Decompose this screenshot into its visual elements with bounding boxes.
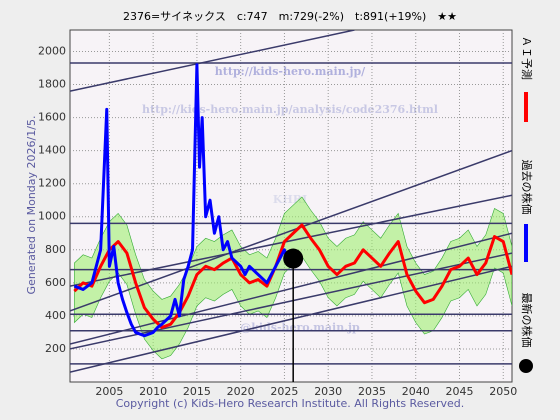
y-tick-label: 1000 xyxy=(38,210,66,223)
watermark: http://kids-hero.main.jp/analysis/code23… xyxy=(142,103,438,116)
trend-line xyxy=(70,232,512,345)
y-tick-label: 400 xyxy=(45,309,66,322)
series-line xyxy=(73,63,291,338)
trend-line xyxy=(70,252,512,350)
legend-label: ＡＩ予測 xyxy=(520,36,534,80)
trend-line xyxy=(70,30,355,92)
prediction-band xyxy=(74,196,512,360)
y-tick-label: 600 xyxy=(45,276,66,289)
legend-label: 過去の株価 xyxy=(520,160,534,215)
trend-line xyxy=(70,265,512,373)
x-tick-label: 2005 xyxy=(95,385,123,398)
trend-line xyxy=(70,149,512,312)
watermark: http://kids-hero.main.jp/ xyxy=(215,65,366,78)
chart-title: 2376=サイネックス c:747 m:729(-2%) t:891(+19%)… xyxy=(123,10,457,23)
x-tick-label: 2015 xyxy=(183,385,211,398)
x-tick-label: 2040 xyxy=(402,385,430,398)
x-tick-label: 2020 xyxy=(227,385,255,398)
x-tick-label: 2010 xyxy=(139,385,167,398)
x-tick-label: 2050 xyxy=(489,385,517,398)
y-tick-label: 1800 xyxy=(38,78,66,91)
x-tick-label: 2045 xyxy=(445,385,473,398)
x-tick-label: 2035 xyxy=(358,385,386,398)
y-tick-label: 1200 xyxy=(38,177,66,190)
footer: Copyright (c) Kids-Hero Research Institu… xyxy=(116,397,465,410)
x-tick-label: 2030 xyxy=(314,385,342,398)
x-tick-label: 2025 xyxy=(270,385,298,398)
y-tick-label: 2000 xyxy=(38,44,66,57)
side-note: Generated on Monday 2026/1/5. xyxy=(25,116,38,295)
y-tick-label: 1400 xyxy=(38,144,66,157)
y-tick-label: 200 xyxy=(45,342,66,355)
y-tick-label: 800 xyxy=(45,243,66,256)
latest-point xyxy=(283,248,304,269)
legend-swatch xyxy=(519,359,533,373)
trend-line xyxy=(70,194,512,287)
series-line xyxy=(73,223,512,329)
y-tick-label: 1600 xyxy=(38,111,66,124)
legend-label: 最新の株価 xyxy=(520,293,534,348)
